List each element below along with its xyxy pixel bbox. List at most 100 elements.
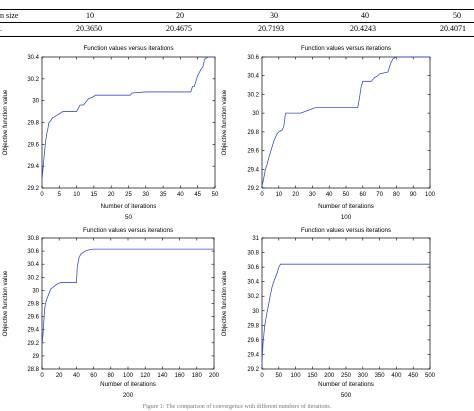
chart-panel-100: Function values versus iterations 0 10 20 30… (221, 45, 436, 221)
y-tick-label: 30 (32, 99, 39, 105)
x-tick-label: 400 (391, 373, 402, 379)
x-tick-label: 0 (40, 373, 44, 379)
y-tick-label: 30.2 (247, 92, 259, 98)
y-tick-label: 30.4 (247, 74, 259, 80)
plot-frame (261, 237, 431, 370)
table-cell: 20.3650 (76, 24, 102, 33)
figure-caption: Figure 1: The comparison of convergence … (142, 404, 332, 410)
x-tick-label: 70 (376, 192, 383, 198)
y-tick-label: 29.4 (27, 164, 39, 170)
y-tick-label: 30.8 (27, 236, 39, 242)
y-tick-label: 30.2 (27, 77, 39, 83)
y-tick-label: 29.8 (27, 121, 39, 127)
chart-title: Function values versus iterations (301, 227, 391, 234)
y-tick-label: 29.6 (247, 149, 259, 155)
x-axis-label: Number of iterations (100, 381, 156, 388)
table-cell: 20.4243 (350, 24, 376, 33)
y-tick-label: 29.2 (27, 186, 39, 192)
y-tick-label: 29.6 (27, 315, 39, 321)
x-tick-label: 140 (157, 373, 168, 379)
x-tick-label: 20 (108, 192, 115, 198)
y-tick-label: 30.2 (247, 294, 259, 300)
chart-title: Function values versus iterations (301, 45, 391, 52)
y-tick-label: 30.6 (27, 249, 39, 255)
y-tick-label: 30.6 (247, 265, 259, 271)
x-tick-label: 45 (194, 192, 201, 198)
x-tick-label: 0 (40, 192, 44, 198)
y-axis-label: Objective function value (221, 89, 228, 155)
y-tick-label: 29 (32, 354, 39, 360)
plot-frame (41, 56, 216, 189)
x-tick-label: 60 (359, 192, 366, 198)
y-tick-label: 30.4 (247, 280, 259, 286)
chart-panel-50: Function values versus iterations 0 5 10 15 2… (2, 45, 219, 221)
table-rule-top (0, 9, 474, 10)
table-cell: 20.4675 (166, 24, 192, 33)
x-tick-label: 200 (324, 373, 335, 379)
y-tick-label: 29.4 (247, 167, 259, 173)
table-cell: 20.4071 (440, 24, 466, 33)
panel-sublabel: 200 (123, 392, 134, 399)
y-tick-label: 29.6 (247, 338, 259, 344)
x-tick-label: 15 (91, 192, 98, 198)
x-tick-label: 10 (73, 192, 80, 198)
series-line (261, 263, 430, 364)
results-table: n size 10 20 30 40 50 . 20.3650 20.4675 … (0, 0, 474, 45)
x-tick-label: 100 (123, 373, 134, 379)
x-axis-label: Number of iterations (318, 381, 374, 388)
y-tick-label: 30.2 (27, 275, 39, 281)
table-header-label: n size (0, 11, 19, 20)
y-tick-label: 30.8 (247, 251, 259, 257)
x-tick-label: 350 (375, 373, 386, 379)
y-tick-label: 29.8 (247, 130, 259, 136)
y-tick-label: 30.4 (27, 262, 39, 268)
x-tick-label: 200 (209, 373, 220, 379)
y-tick-label: 30 (252, 309, 259, 315)
table-header-cell: 20 (176, 11, 184, 20)
x-tick-label: 80 (393, 192, 400, 198)
x-tick-label: 90 (410, 192, 417, 198)
x-tick-label: 0 (260, 192, 264, 198)
plot-frame (261, 56, 431, 189)
y-tick-label: 29.4 (247, 352, 259, 358)
x-tick-label: 40 (73, 373, 80, 379)
x-tick-label: 10 (275, 192, 282, 198)
chart-title: Function values versus iterations (83, 227, 173, 234)
x-tick-label: 30 (142, 192, 149, 198)
y-axis-label: Objective function value (2, 89, 9, 155)
chart-panel-500: Function values versus iterations 0 50 100 1… (221, 227, 436, 399)
x-tick-label: 500 (425, 373, 436, 379)
series-line (261, 56, 430, 187)
x-tick-label: 25 (125, 192, 132, 198)
y-tick-label: 28.8 (27, 367, 39, 373)
y-tick-label: 31 (252, 236, 259, 242)
plot-frame (41, 237, 215, 370)
y-tick-label: 29.6 (27, 142, 39, 148)
y-axis-label: Objective function value (2, 270, 9, 336)
y-tick-label: 29.4 (27, 328, 39, 334)
x-tick-label: 40 (177, 192, 184, 198)
x-tick-label: 35 (160, 192, 167, 198)
panel-sublabel: 500 (341, 392, 352, 399)
x-tick-label: 300 (358, 373, 369, 379)
table-rule-mid (0, 22, 474, 23)
y-tick-label: 30.4 (27, 55, 39, 61)
y-tick-label: 30 (32, 288, 39, 294)
table-header-cell: 30 (270, 11, 278, 20)
table-header-cell: 50 (453, 11, 461, 20)
y-tick-label: 30 (252, 111, 259, 117)
series-line (41, 248, 214, 347)
x-tick-label: 30 (309, 192, 316, 198)
x-tick-label: 20 (56, 373, 63, 379)
x-tick-label: 50 (275, 373, 282, 379)
x-tick-label: 0 (260, 373, 264, 379)
chart-panel-200: Function values versus iterations 0 20 40 60… (2, 227, 220, 399)
x-tick-label: 100 (425, 192, 436, 198)
x-axis-label: Number of iterations (101, 203, 157, 210)
x-tick-label: 450 (408, 373, 419, 379)
x-tick-label: 5 (58, 192, 62, 198)
table-cell: 20.7193 (258, 24, 284, 33)
x-tick-label: 50 (212, 192, 219, 198)
panel-sublabel: 50 (125, 214, 132, 221)
y-tick-label: 29.2 (27, 341, 39, 347)
